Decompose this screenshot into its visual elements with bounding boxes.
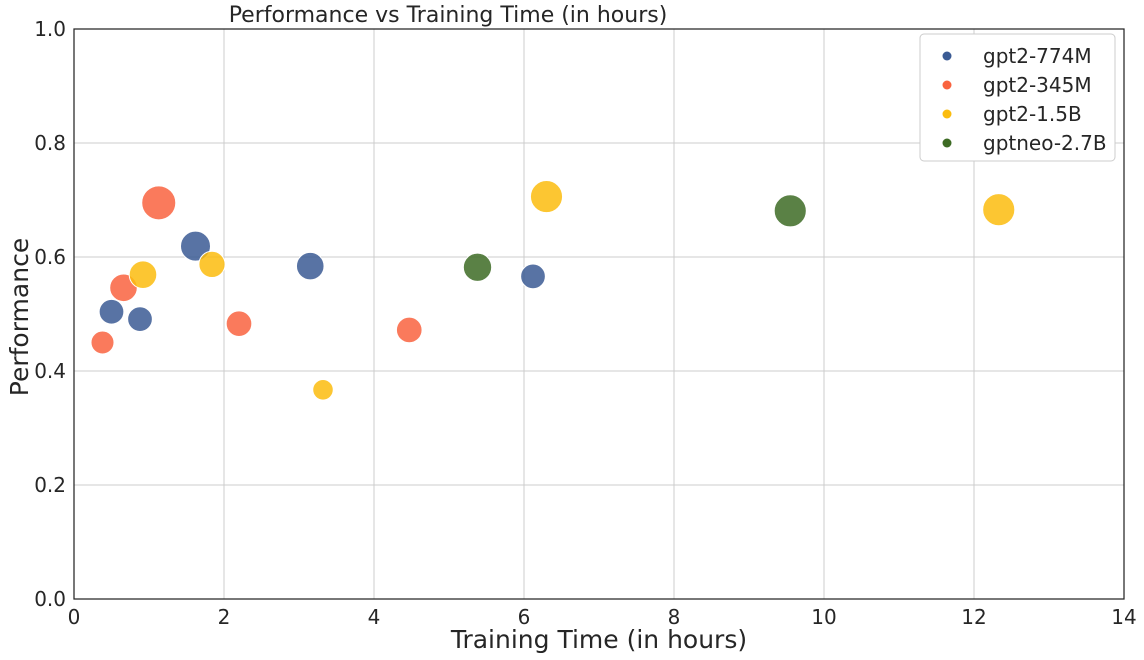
data-point [462,252,493,282]
x-tick-label: 8 [668,605,681,629]
y-tick-label: 1.0 [34,17,66,41]
data-point [295,251,325,281]
x-tick-label: 10 [811,605,836,629]
legend-marker [942,80,952,90]
series-gpt2-345M [90,185,423,355]
legend-marker [942,109,952,119]
legend-label: gptneo-2.7B [983,131,1107,155]
plot-frame [73,28,1125,600]
chart-title: Performance vs Training Time (in hours) [229,3,668,28]
legend-label: gpt2-774M [983,44,1092,68]
x-tick-label: 14 [1111,605,1136,629]
data-point [312,379,334,401]
x-tick-label: 2 [218,605,231,629]
data-point [225,310,253,338]
data-point [198,250,226,279]
legend-marker [942,51,952,61]
x-tick-label: 4 [368,605,381,629]
data-point [127,306,153,332]
legend-marker [942,138,952,148]
y-axis-label: Performance [5,238,34,396]
y-tick-labels: 0.0 0.2 0.4 0.6 0.8 1.0 [34,17,66,611]
y-tick-label: 0.8 [34,131,66,155]
series-gptneo-2.7B [462,194,807,282]
data-point [520,263,546,290]
data-point [90,330,115,355]
series-gpt2-774M [98,230,546,332]
x-tick-label: 6 [518,605,531,629]
x-tick-label: 12 [961,605,986,629]
data-point [773,194,807,228]
data-points [90,180,1016,401]
data-point [141,185,177,221]
legend-box [919,33,1116,162]
y-tick-label: 0.2 [34,473,66,497]
y-tick-label: 0.0 [34,587,66,611]
x-tick-label: 0 [68,605,81,629]
data-point [128,260,158,289]
legend-label: gpt2-1.5B [983,102,1082,126]
legend-label: gpt2-345M [983,73,1092,97]
data-point [395,316,423,344]
data-point [180,230,211,262]
series-gpt2-1.5B [128,180,1016,401]
x-axis-label: Training Time (in hours) [450,625,747,654]
x-tick-labels: 0 2 4 6 8 10 12 14 [68,605,1137,629]
legend: gpt2-774M gpt2-345M gpt2-1.5B gptneo-2.7B [919,33,1116,162]
data-point [529,180,564,214]
data-point [982,193,1016,227]
y-tick-label: 0.6 [34,245,66,269]
y-tick-label: 0.4 [34,359,66,383]
data-point [98,298,125,325]
